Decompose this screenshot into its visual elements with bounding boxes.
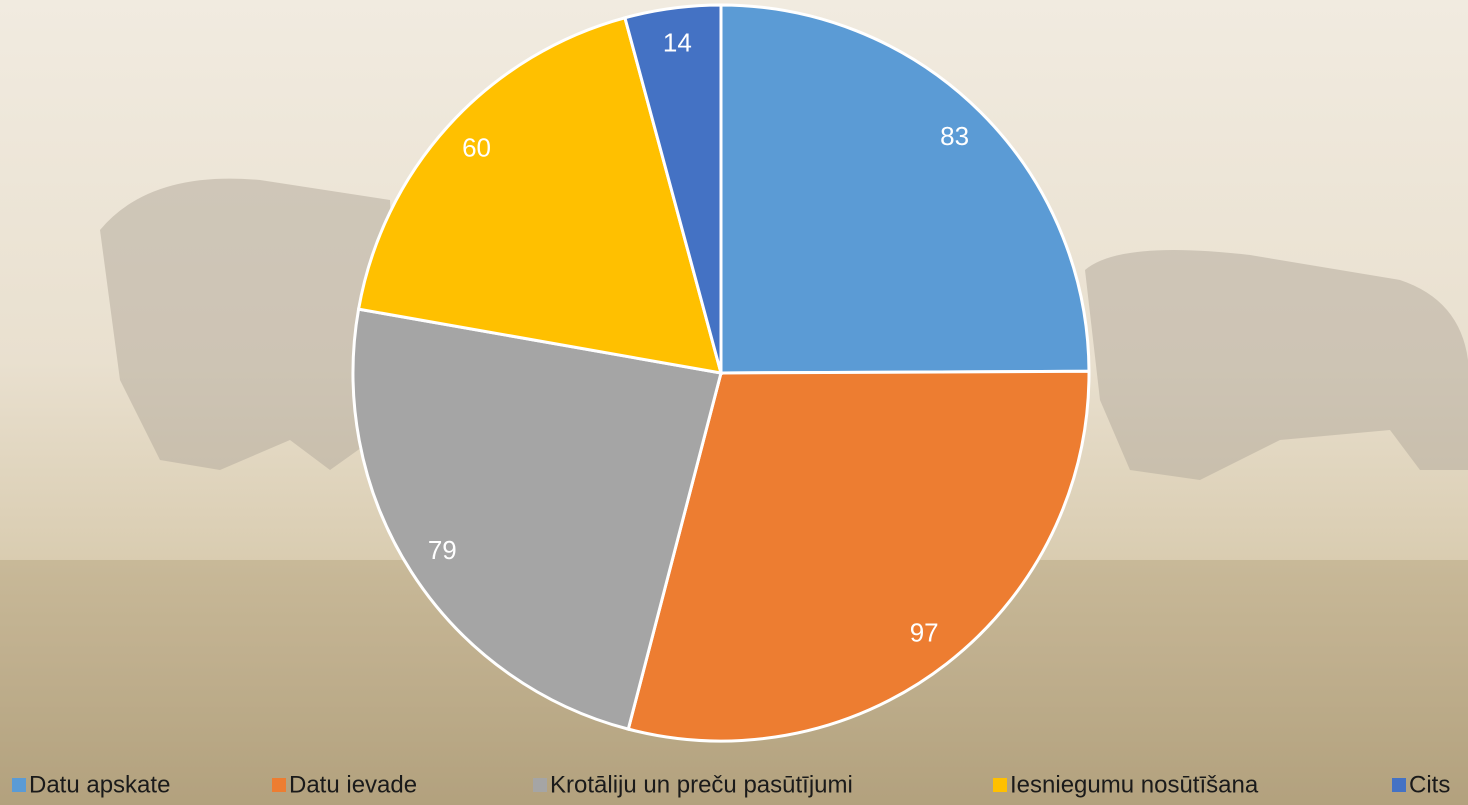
- pie: 83 97 79 60 14: [353, 5, 1089, 741]
- data-label: 83: [940, 121, 969, 151]
- legend-marker: [1392, 778, 1406, 792]
- data-label: 14: [663, 28, 692, 58]
- legend-label: Cits: [1409, 771, 1450, 798]
- legend-marker: [993, 778, 1007, 792]
- legend-label: Iesniegumu nosūtīšana: [1010, 771, 1259, 798]
- data-label: 97: [910, 617, 939, 647]
- legend-label: Datu apskate: [29, 771, 170, 798]
- legend-marker: [272, 778, 286, 792]
- legend-label: Datu ievade: [289, 771, 417, 798]
- legend-label: Krotāliju un preču pasūtījumi: [550, 771, 853, 798]
- chart: 83 97 79 60 14 Datu apskate Datu ievade Krotāl…: [0, 0, 1468, 805]
- data-label: 79: [428, 535, 457, 565]
- legend-marker: [12, 778, 26, 792]
- legend-marker: [533, 778, 547, 792]
- data-label: 60: [462, 132, 491, 162]
